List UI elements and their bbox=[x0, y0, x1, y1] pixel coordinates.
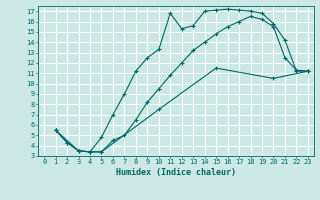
X-axis label: Humidex (Indice chaleur): Humidex (Indice chaleur) bbox=[116, 168, 236, 177]
